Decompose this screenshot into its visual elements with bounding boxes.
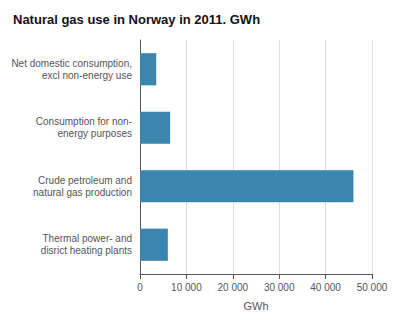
svg-text:30 000: 30 000 [264, 282, 295, 293]
svg-text:Thermal power- and: Thermal power- and [43, 233, 132, 244]
svg-text:energy purposes: energy purposes [58, 128, 133, 139]
svg-text:GWh: GWh [243, 300, 268, 312]
svg-text:Net domestic consumption,: Net domestic consumption, [11, 58, 132, 69]
svg-text:0: 0 [137, 282, 143, 293]
svg-text:Consumption for non-: Consumption for non- [36, 116, 132, 127]
svg-text:20 000: 20 000 [218, 282, 249, 293]
svg-text:natural gas production: natural gas production [33, 187, 132, 198]
svg-text:Natural gas use in Norway in 2: Natural gas use in Norway in 2011. GWh [13, 12, 260, 27]
svg-text:50 000: 50 000 [357, 282, 388, 293]
svg-text:10 000: 10 000 [171, 282, 202, 293]
svg-text:excl non-energy use: excl non-energy use [42, 70, 132, 81]
svg-text:40 000: 40 000 [310, 282, 341, 293]
svg-text:disrict heating plants: disrict heating plants [41, 245, 132, 256]
svg-text:Crude petroleum and: Crude petroleum and [38, 175, 132, 186]
